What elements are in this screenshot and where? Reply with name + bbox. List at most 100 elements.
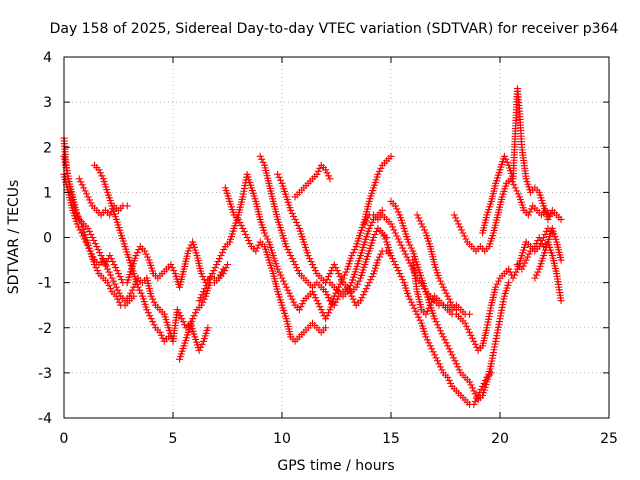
series-track-19 — [479, 85, 565, 237]
data-point — [500, 152, 508, 160]
data-point — [195, 297, 203, 305]
data-point — [412, 307, 420, 315]
data-point — [340, 271, 348, 279]
data-point — [313, 297, 321, 305]
y-tick-label: -4 — [38, 411, 52, 427]
data-point — [207, 273, 215, 281]
y-tick-label: 3 — [43, 95, 52, 111]
data-point — [73, 220, 81, 228]
data-point — [471, 397, 479, 405]
data-point — [362, 217, 370, 225]
data-point — [291, 261, 299, 269]
data-point — [287, 292, 295, 300]
data-point — [141, 247, 149, 255]
data-point — [263, 235, 271, 243]
data-point — [222, 264, 230, 272]
data-point — [75, 223, 83, 231]
data-point — [143, 306, 151, 314]
data-point — [426, 342, 434, 350]
data-point — [218, 249, 226, 257]
data-point — [332, 289, 340, 297]
data-point — [93, 267, 101, 275]
y-tick-label: -1 — [38, 276, 52, 292]
data-point — [104, 279, 112, 287]
data-point — [197, 343, 205, 351]
data-point — [370, 234, 378, 241]
data-point — [399, 276, 407, 284]
data-point — [388, 223, 396, 231]
data-point — [432, 354, 440, 362]
data-point — [468, 384, 476, 392]
data-point — [77, 178, 85, 186]
data-point — [199, 273, 207, 281]
data-point — [115, 270, 122, 278]
data-point — [415, 313, 423, 321]
data-point — [436, 363, 444, 371]
data-point — [91, 240, 99, 248]
data-point — [447, 379, 455, 387]
data-point — [279, 277, 287, 285]
data-point — [291, 215, 299, 223]
data-point — [438, 366, 446, 374]
data-point — [87, 230, 95, 238]
data-point — [394, 267, 402, 275]
data-point — [201, 285, 209, 293]
data-point — [511, 184, 519, 192]
data-point — [85, 196, 93, 204]
data-point — [218, 268, 226, 276]
data-point — [538, 240, 546, 248]
data-point — [80, 184, 88, 192]
data-point — [255, 241, 263, 249]
data-point — [394, 208, 402, 216]
grid-lines — [64, 57, 609, 418]
data-point — [393, 205, 401, 213]
data-point — [146, 312, 154, 320]
data-point — [364, 214, 372, 222]
data-point — [432, 318, 440, 326]
data-point — [111, 280, 119, 288]
data-point — [423, 336, 431, 344]
data-point — [436, 327, 444, 335]
data-point — [105, 268, 113, 276]
data-point — [237, 221, 245, 229]
data-point — [258, 155, 266, 163]
data-point — [333, 286, 341, 294]
data-point — [531, 274, 539, 282]
data-point — [465, 310, 473, 318]
data-point — [323, 312, 331, 320]
data-point — [358, 294, 366, 302]
data-point — [335, 270, 343, 278]
data-point — [112, 283, 120, 291]
data-point — [514, 190, 522, 198]
data-point — [204, 279, 212, 287]
data-point — [115, 298, 123, 306]
data-point — [75, 175, 83, 183]
data-point — [157, 331, 165, 339]
data-point — [456, 223, 464, 231]
data-point — [105, 282, 113, 290]
data-point — [368, 273, 376, 281]
data-point — [132, 252, 140, 260]
data-point — [285, 249, 293, 257]
data-point — [245, 237, 253, 245]
data-point — [325, 172, 333, 180]
data-point — [375, 167, 383, 175]
data-point — [444, 373, 452, 381]
data-point — [441, 336, 449, 344]
data-point — [441, 286, 449, 294]
data-point — [431, 315, 439, 323]
data-point — [493, 280, 501, 288]
data-point — [197, 301, 205, 309]
data-point — [346, 282, 354, 290]
data-point — [526, 208, 534, 216]
data-point — [323, 169, 331, 177]
data-point — [435, 324, 443, 332]
data-point — [537, 237, 545, 245]
data-point — [284, 246, 292, 254]
data-point — [106, 211, 114, 219]
data-point — [374, 170, 382, 178]
data-point — [445, 345, 453, 353]
data-points — [60, 85, 565, 408]
data-point — [167, 261, 175, 269]
data-point — [170, 267, 178, 275]
